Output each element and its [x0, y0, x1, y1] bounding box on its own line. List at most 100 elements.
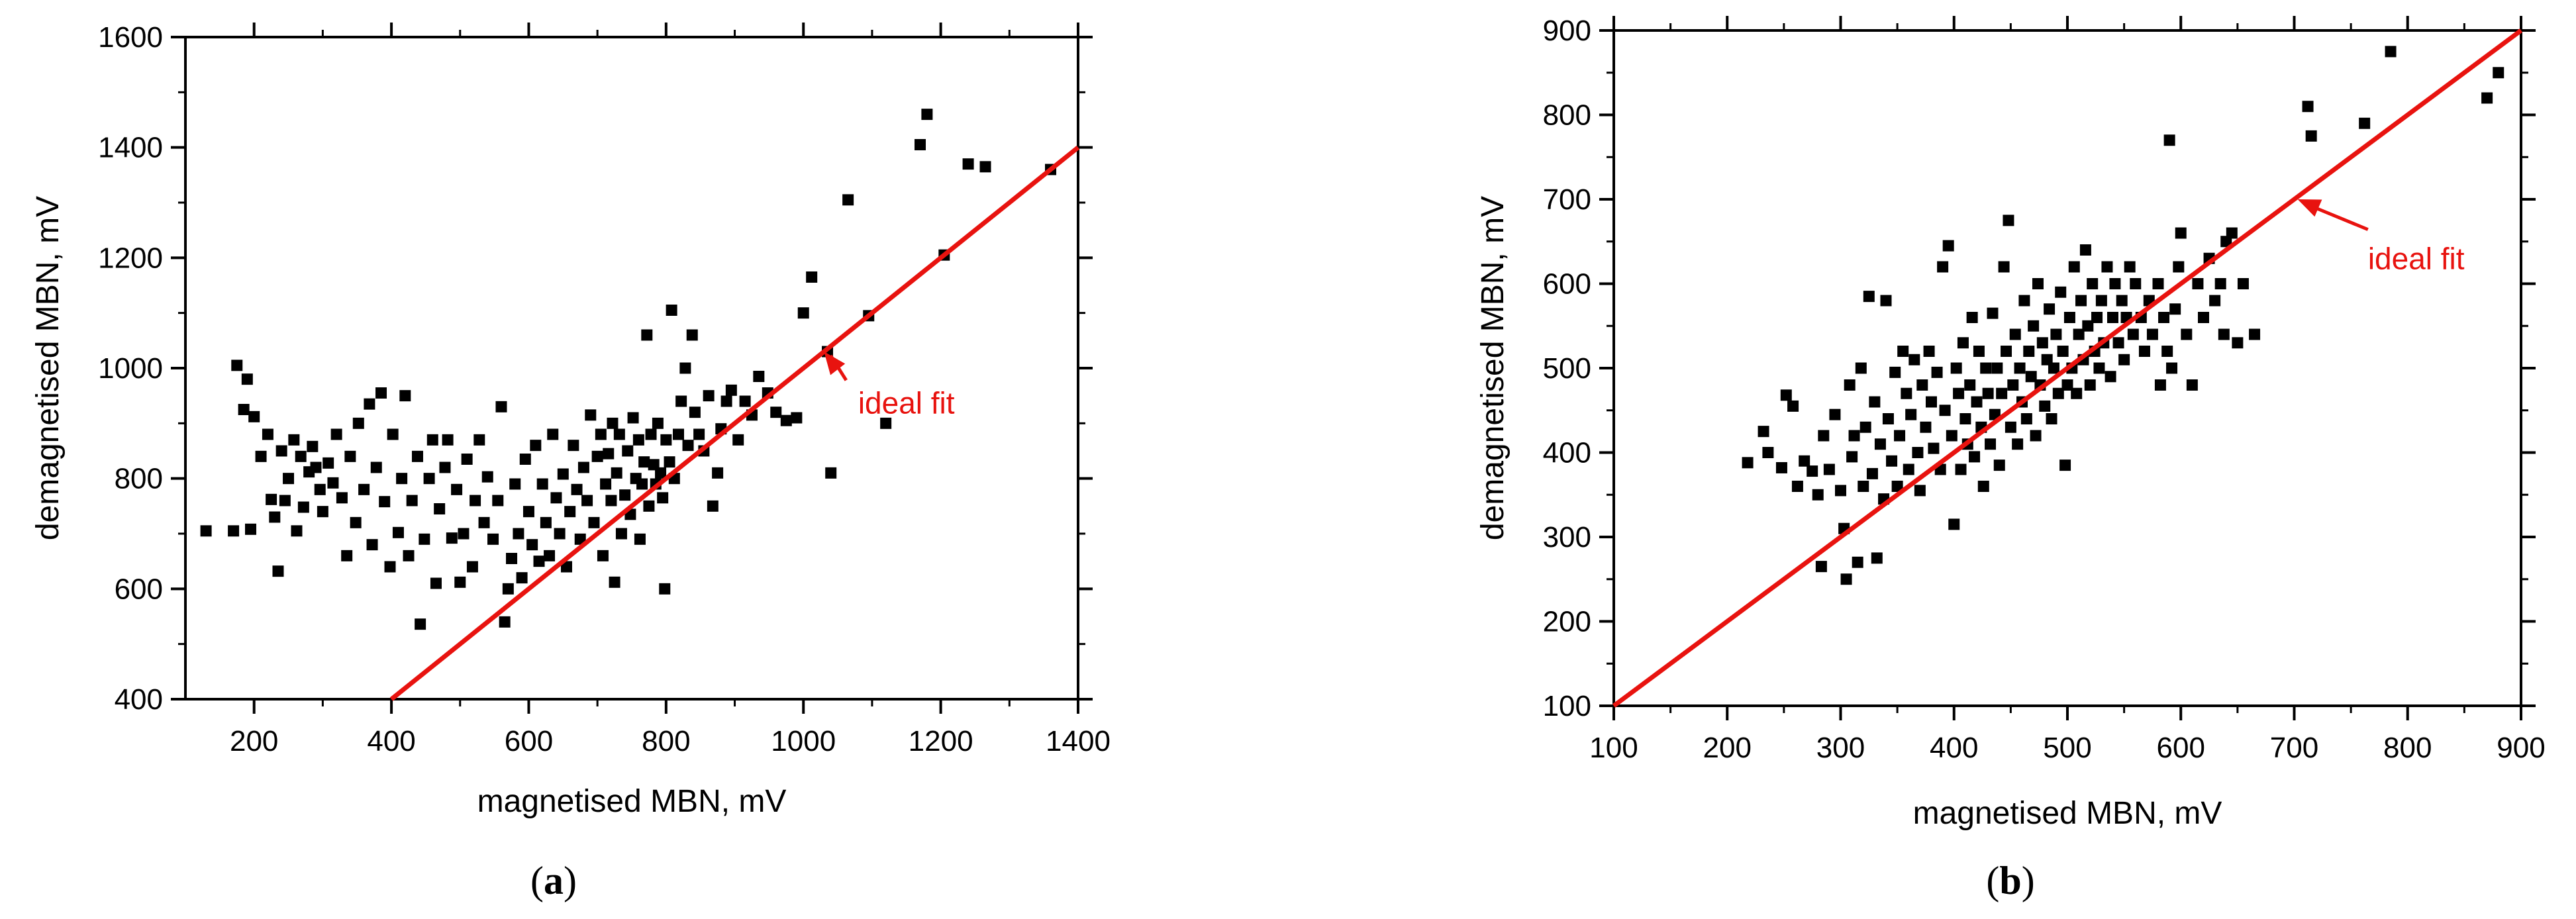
- data-point: [1903, 463, 1914, 475]
- data-point: [1780, 389, 1792, 401]
- data-point: [2071, 387, 2083, 399]
- x-tick-label: 1400: [1046, 725, 1111, 757]
- data-point: [2166, 362, 2178, 374]
- data-point: [1914, 485, 1926, 497]
- data-point: [492, 495, 504, 507]
- data-point: [283, 473, 295, 485]
- data-point: [1985, 438, 1997, 450]
- plot-frame: [184, 36, 1079, 701]
- data-point: [1901, 387, 1912, 399]
- data-point: [403, 550, 415, 561]
- data-point: [806, 271, 818, 283]
- data-point: [2107, 312, 2118, 323]
- data-point: [1787, 400, 1799, 412]
- data-point: [605, 495, 617, 507]
- data-point: [739, 395, 751, 407]
- data-point: [461, 454, 473, 465]
- data-point: [557, 468, 569, 480]
- x-tick-label: 200: [1703, 732, 1752, 764]
- annotation-arrow-head: [824, 352, 846, 375]
- data-point: [439, 461, 451, 473]
- data-point: [2186, 379, 2198, 391]
- panel-label: (b): [1986, 859, 2034, 902]
- data-point: [547, 428, 559, 440]
- y-tick-label: 600: [115, 573, 163, 605]
- data-point: [364, 398, 375, 410]
- data-point: [1855, 362, 1867, 374]
- data-point: [571, 483, 583, 495]
- data-point: [613, 428, 625, 440]
- data-point: [1874, 438, 1886, 450]
- data-point: [516, 572, 528, 584]
- data-point: [2198, 312, 2209, 323]
- data-point: [797, 307, 809, 319]
- data-point: [600, 478, 612, 490]
- y-tick-label: 100: [1543, 690, 1591, 722]
- x-axis-label: magnetised MBN, mV: [477, 784, 787, 819]
- data-point: [1863, 291, 1875, 303]
- data-point: [1815, 561, 1827, 573]
- data-point: [1980, 362, 1992, 374]
- data-point: [554, 528, 566, 540]
- data-point: [2124, 261, 2136, 273]
- data-point: [603, 448, 615, 460]
- data-point: [1973, 346, 1985, 357]
- x-tick-label: 800: [2383, 732, 2432, 764]
- data-point: [1959, 413, 1971, 424]
- data-point: [2158, 312, 2170, 323]
- data-point: [1987, 307, 1999, 319]
- data-point: [419, 533, 430, 545]
- data-point: [1916, 379, 1928, 391]
- data-point: [979, 161, 991, 173]
- data-point: [310, 461, 322, 473]
- data-point: [703, 390, 715, 402]
- data-point: [322, 457, 334, 469]
- data-point: [1807, 465, 1818, 477]
- data-point: [2075, 295, 2087, 307]
- y-tick-label: 500: [1543, 352, 1591, 385]
- data-point: [406, 495, 418, 507]
- data-point: [1982, 387, 1994, 399]
- data-point: [2095, 295, 2107, 307]
- data-point: [269, 511, 281, 523]
- data-point: [1955, 463, 1967, 475]
- chart-panel-a: 200 400 600 800 1000 1200 1400 400 600 800 1000 120…: [30, 21, 1111, 902]
- data-point: [634, 533, 646, 545]
- data-point: [693, 428, 705, 440]
- data-point: [341, 550, 353, 561]
- data-point: [1791, 481, 1803, 492]
- y-tick-label: 800: [115, 463, 163, 495]
- y-tick-label: 600: [1543, 268, 1591, 301]
- data-point: [1869, 396, 1881, 408]
- data-point: [495, 401, 507, 412]
- data-point: [664, 456, 675, 468]
- data-point: [513, 528, 524, 540]
- data-point: [2302, 101, 2314, 113]
- data-point: [1859, 421, 1871, 433]
- data-point: [1993, 460, 2005, 471]
- data-point: [434, 503, 446, 514]
- data-point: [2018, 295, 2030, 307]
- data-point: [679, 362, 691, 374]
- data-point: [2101, 261, 2113, 273]
- data-point: [470, 495, 481, 507]
- data-point: [231, 360, 243, 371]
- data-point: [638, 456, 650, 468]
- data-point: [2009, 328, 2021, 340]
- data-point: [2073, 328, 2085, 340]
- data-point: [1742, 457, 1754, 469]
- data-point: [2025, 371, 2037, 383]
- data-point: [2012, 438, 2024, 450]
- data-point: [2091, 312, 2103, 323]
- data-point: [660, 434, 672, 446]
- data-point: [2130, 278, 2142, 289]
- data-point: [2209, 295, 2221, 307]
- chart-panel-b: 100 200 300 400 500 600 700 800 900 100 200 300 400 5…: [1475, 15, 2546, 902]
- data-point: [2105, 371, 2116, 383]
- data-point: [2112, 337, 2124, 349]
- data-point: [2218, 328, 2230, 340]
- data-point: [275, 445, 287, 457]
- data-point: [2138, 346, 2150, 357]
- data-point: [1939, 405, 1951, 416]
- data-point: [451, 483, 463, 495]
